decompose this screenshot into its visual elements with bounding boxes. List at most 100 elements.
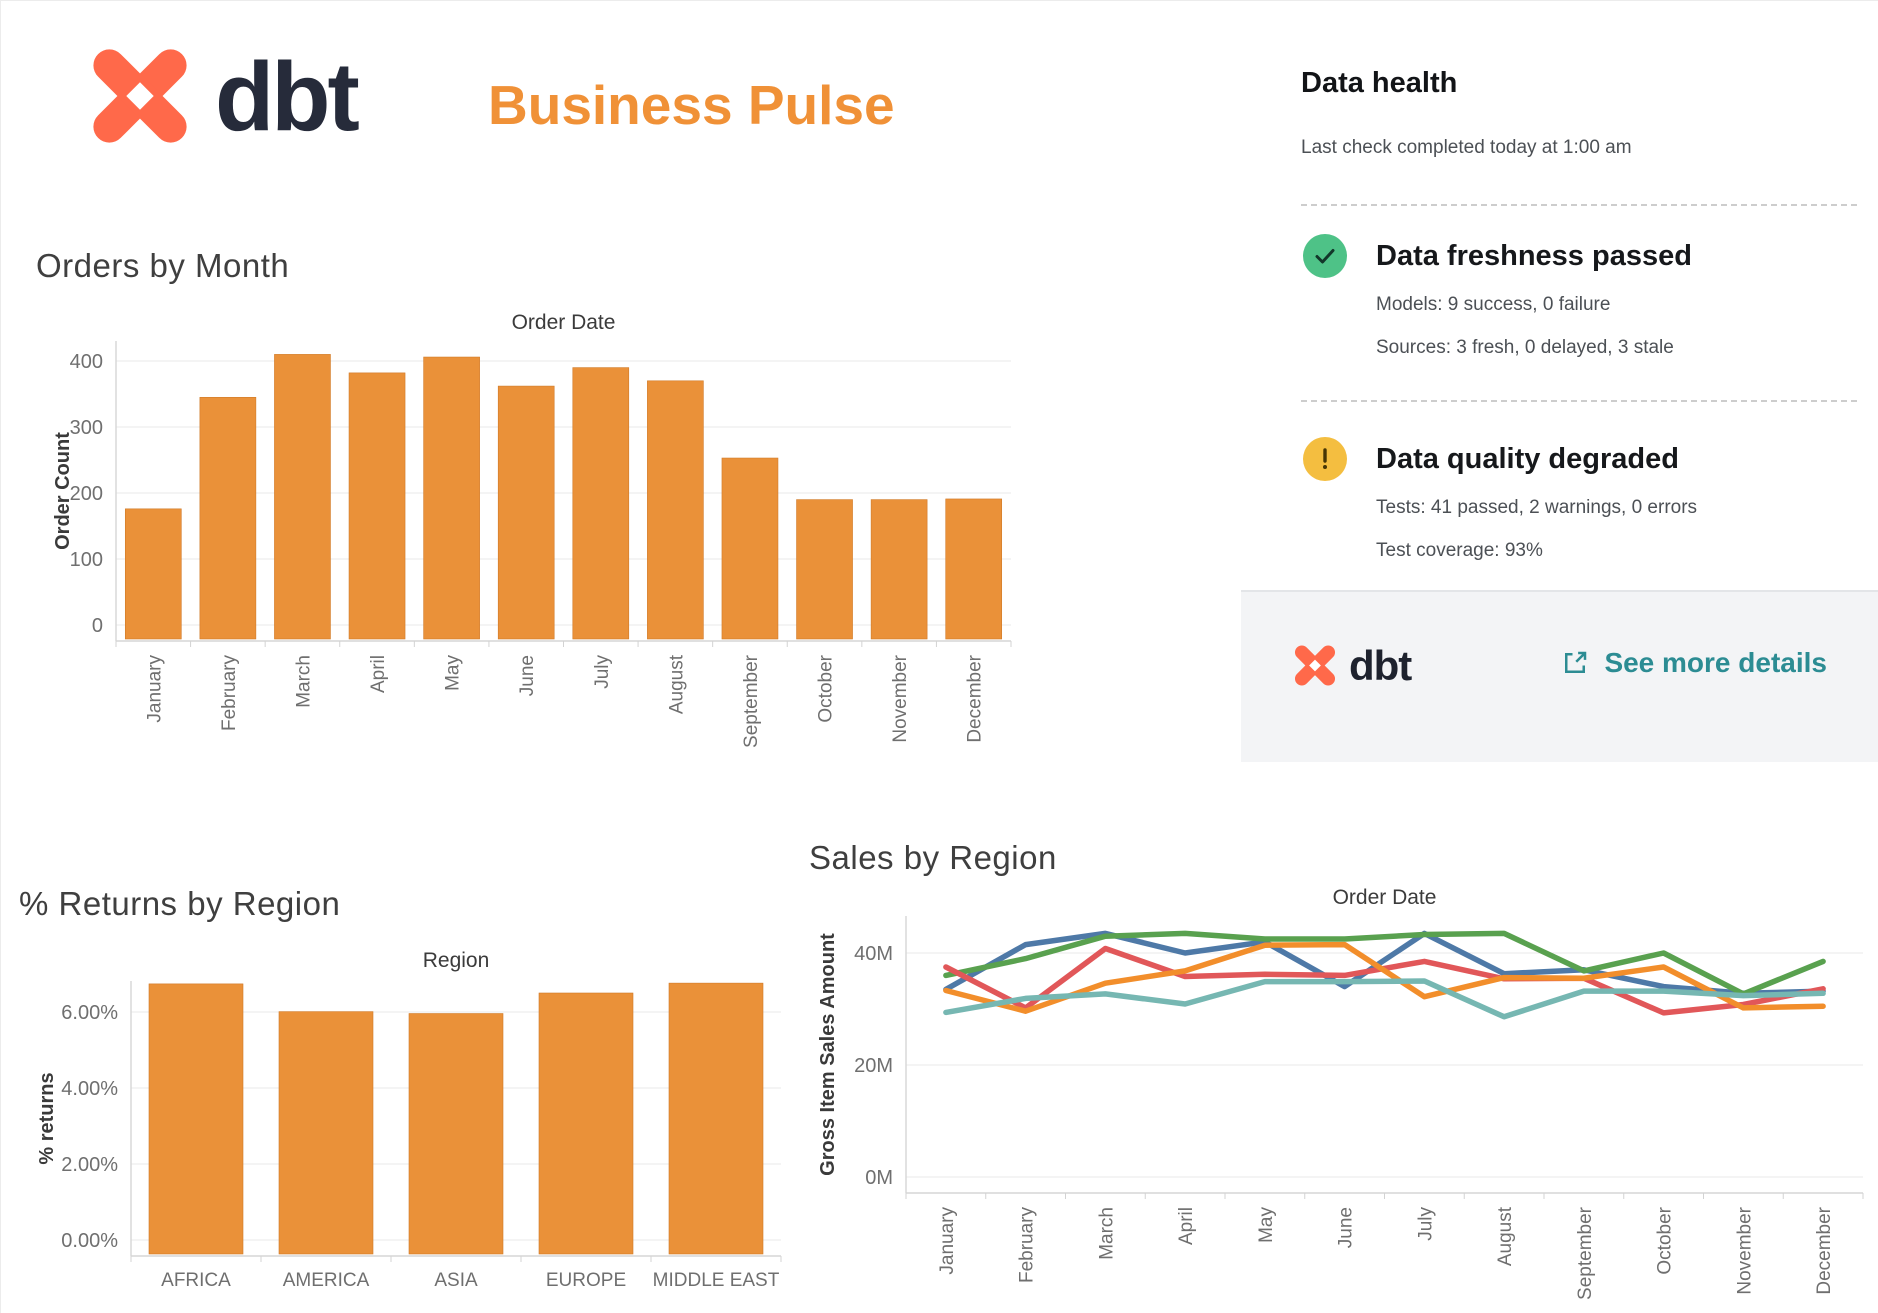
data-health-footer: dbt See more details (1241, 590, 1878, 762)
bar-September[interactable] (721, 457, 779, 640)
line-orange[interactable] (943, 941, 1826, 1014)
bar-February[interactable] (199, 396, 257, 640)
y-tick-label: 0 (92, 615, 103, 637)
sales_by_region-chart: 0M 20M 40M January February March April May June… (817, 886, 1864, 1300)
x-label: February (219, 655, 240, 732)
orders-by-month-title: Orders by Month (36, 247, 290, 284)
x-label: January (937, 1207, 958, 1275)
x-label: March (293, 655, 314, 708)
quality-coverage-line: Test coverage: 93% (1376, 540, 1543, 561)
bar-March[interactable] (274, 354, 331, 640)
warning-circle-icon (1303, 437, 1347, 481)
y-tick-label: 0.00% (61, 1230, 118, 1252)
bar-May[interactable] (423, 356, 480, 640)
y-tick-label: 400 (70, 351, 103, 373)
x-label: February (1017, 1207, 1038, 1284)
bar-November[interactable] (870, 499, 928, 640)
y-tick-label: 40M (854, 943, 893, 965)
freshness-sources-line: Sources: 3 fresh, 0 delayed, 3 stale (1376, 337, 1674, 358)
external-link-icon (1565, 651, 1587, 673)
see-more-details-label: See more details (1604, 647, 1827, 678)
returns-by-region-title: % Returns by Region (19, 885, 341, 922)
bar-AFRICA[interactable] (148, 983, 244, 1255)
quality-status-title: Data quality degraded (1376, 443, 1679, 475)
line-blue[interactable] (943, 930, 1826, 997)
dbt-wordmark: dbt (215, 41, 360, 151)
x-label: May (1256, 1207, 1277, 1243)
y-axis-title: Order Count (52, 432, 74, 550)
x-label: April (1176, 1207, 1197, 1245)
x-label: MIDDLE EAST (653, 1270, 780, 1291)
bar-ASIA[interactable] (408, 1013, 504, 1255)
x-label: EUROPE (546, 1270, 626, 1291)
x-label: August (666, 654, 687, 714)
y-tick-label: 20M (854, 1055, 893, 1077)
line-green[interactable] (943, 930, 1826, 997)
line-teal[interactable] (943, 978, 1826, 1020)
x-label: AMERICA (283, 1270, 370, 1291)
x-label: October (816, 654, 837, 722)
dbt-logo: dbt (79, 39, 360, 153)
dbt-footer-wordmark: dbt (1349, 641, 1412, 689)
x-label: August (1495, 1206, 1516, 1266)
bar-June[interactable] (497, 385, 555, 640)
bar-MIDDLE EAST[interactable] (668, 982, 764, 1255)
x-label: October (1655, 1206, 1676, 1274)
bar-October[interactable] (796, 499, 853, 640)
x-label: July (592, 655, 613, 689)
field-label: Order Date (512, 311, 616, 334)
sales-by-region-title: Sales by Region (809, 839, 1057, 876)
quality-status-row: Data quality degraded (1303, 437, 1679, 481)
returns_by_region-chart: 0.00% 2.00% 4.00% 6.00% AFRICA AMERICA ASIA EUR… (36, 949, 782, 1291)
y-tick-label: 2.00% (61, 1154, 118, 1176)
check-circle-icon (1303, 234, 1347, 278)
y-tick-label: 200 (70, 483, 103, 505)
x-label: May (443, 655, 464, 691)
data-health-last-check: Last check completed today at 1:00 am (1301, 137, 1632, 158)
x-label: December (1814, 1206, 1835, 1294)
bar-August[interactable] (647, 380, 704, 640)
data-health-title: Data health (1301, 67, 1458, 99)
bar-AMERICA[interactable] (278, 1011, 374, 1255)
x-label: September (741, 654, 762, 748)
y-axis-title: % returns (36, 1072, 58, 1164)
field-label: Region (423, 949, 490, 972)
divider (1301, 204, 1857, 206)
divider (1301, 400, 1857, 402)
page-title: Business Pulse (488, 74, 895, 136)
x-label: July (1415, 1207, 1436, 1241)
dbt-logo-icon (1294, 645, 1336, 686)
x-label: September (1575, 1206, 1596, 1300)
orders_by_month-chart: 0 100 200 300 400 January February March April Ma… (52, 311, 1012, 748)
freshness-status-row: Data freshness passed (1303, 234, 1692, 278)
see-more-details-link[interactable]: See more details (1560, 647, 1827, 679)
dbt-logo-icon (93, 49, 187, 143)
bar-December[interactable] (945, 498, 1003, 640)
y-tick-label: 100 (70, 549, 103, 571)
x-label: AFRICA (161, 1270, 231, 1291)
x-label: April (368, 655, 389, 693)
x-label: January (144, 655, 165, 723)
x-label: March (1096, 1207, 1117, 1260)
x-label: November (890, 654, 911, 742)
y-tick-label: 6.00% (61, 1002, 118, 1024)
bar-April[interactable] (348, 372, 406, 640)
dbt-footer-logo: dbt (1289, 641, 1412, 690)
y-tick-label: 300 (70, 417, 103, 439)
x-label: June (517, 655, 538, 696)
freshness-models-line: Models: 9 success, 0 failure (1376, 294, 1611, 315)
y-tick-label: 0M (865, 1167, 893, 1189)
quality-tests-line: Tests: 41 passed, 2 warnings, 0 errors (1376, 497, 1698, 518)
x-label: December (965, 654, 986, 742)
bar-July[interactable] (572, 367, 630, 640)
bar-January[interactable] (124, 508, 182, 640)
y-tick-label: 4.00% (61, 1078, 118, 1100)
x-label: ASIA (434, 1270, 478, 1291)
x-label: June (1336, 1207, 1357, 1248)
field-label: Order Date (1333, 886, 1437, 909)
y-axis-title: Gross Item Sales Amount (817, 933, 839, 1176)
x-label: November (1734, 1206, 1755, 1294)
bar-EUROPE[interactable] (538, 992, 634, 1255)
